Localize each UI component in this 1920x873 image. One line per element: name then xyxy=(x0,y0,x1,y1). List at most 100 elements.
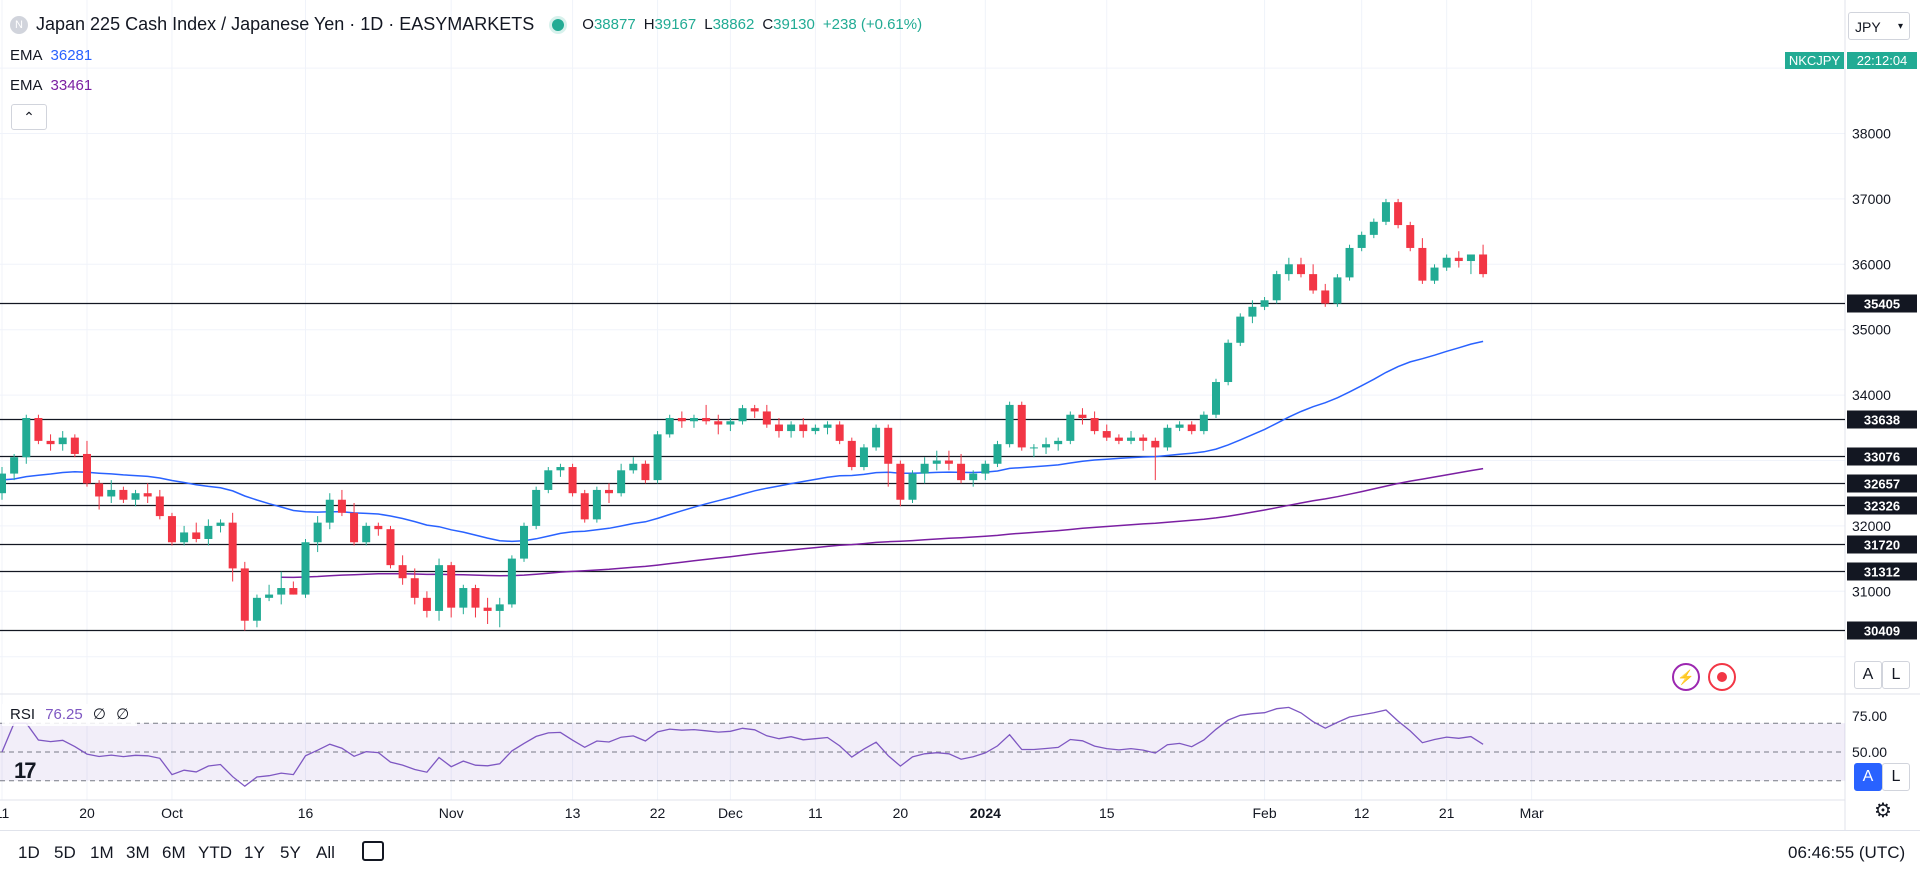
candle-body xyxy=(1345,247,1354,278)
candle-body xyxy=(1466,254,1475,262)
candle-body xyxy=(204,525,213,539)
candle-body xyxy=(325,499,334,523)
candle-body xyxy=(689,417,698,422)
candle-body xyxy=(556,467,565,471)
date-range-icon[interactable] xyxy=(362,841,384,861)
candle-body xyxy=(1272,274,1281,301)
candle-body xyxy=(1406,225,1415,248)
price-axis[interactable]: 35405 33638 33076 32657 32326 31720 31312 30409… xyxy=(1847,126,1917,761)
candle-body xyxy=(1017,404,1026,448)
candle-body xyxy=(1224,342,1233,383)
candle-body xyxy=(10,457,19,474)
price-tick-label: 37000 xyxy=(1852,191,1891,207)
candle-body xyxy=(313,522,322,543)
rsi-auto-scale-button[interactable]: A xyxy=(1854,763,1882,791)
candle-body xyxy=(568,467,577,494)
symbol-tag: NKCJPY xyxy=(1785,52,1844,69)
currency-select[interactable]: JPY ▾ xyxy=(1848,12,1910,40)
time-tick-label: 22 xyxy=(650,805,666,821)
candle-body xyxy=(167,516,176,543)
tradingview-logo[interactable]: 17 xyxy=(14,758,37,783)
ema-slow-path xyxy=(281,467,1484,579)
log-scale-button[interactable]: L xyxy=(1882,661,1910,689)
time-tick-label: Dec xyxy=(718,805,743,821)
settings-gear-icon[interactable]: ⚙ xyxy=(1874,800,1892,822)
time-tick-label: Mar xyxy=(1520,805,1544,821)
candle-body xyxy=(993,444,1002,464)
candle-body xyxy=(1296,264,1305,275)
candle-body xyxy=(580,493,589,520)
ema-slow-legend[interactable]: EMA 33461 xyxy=(10,77,93,94)
record-icon[interactable] xyxy=(1708,663,1736,691)
price-tick-label: 36000 xyxy=(1852,256,1891,272)
candle-body xyxy=(459,588,468,608)
chart-legend: N Japan 225 Cash Index / Japanese Yen · … xyxy=(10,14,922,35)
timeframe-5y[interactable]: 5Y xyxy=(280,843,301,862)
candle-body xyxy=(908,473,917,500)
candle-body xyxy=(119,489,128,500)
timeframe-all[interactable]: All xyxy=(316,843,335,862)
candle-body xyxy=(22,417,31,458)
timeframe-1y[interactable]: 1Y xyxy=(244,843,265,862)
chart-title[interactable]: Japan 225 Cash Index / Japanese Yen · 1D… xyxy=(36,14,535,34)
candle-body xyxy=(471,588,480,608)
level-tag xyxy=(1847,621,1917,640)
candle-body xyxy=(265,594,274,598)
rsi-legend[interactable]: RSI 76.25 ∅ ∅ xyxy=(2,704,138,726)
candle-body xyxy=(155,496,164,517)
timeframe-ytd[interactable]: YTD xyxy=(198,843,232,862)
timeframe-5d[interactable]: 5D xyxy=(54,843,76,862)
candle-body xyxy=(46,440,55,445)
price-tick-label: 32000 xyxy=(1852,518,1891,534)
candle-body xyxy=(726,421,735,425)
candle-body xyxy=(1175,424,1184,428)
candle-body xyxy=(605,489,613,494)
auto-scale-button[interactable]: A xyxy=(1854,661,1882,689)
candle-body xyxy=(1102,431,1111,438)
candle-body xyxy=(240,568,249,621)
timeframe-3m[interactable]: 3M xyxy=(126,843,150,862)
candle-body xyxy=(1430,267,1439,281)
time-axis[interactable]: 11 20 Oct 16 Nov 13 22 Dec 11 20 2024 15 Feb 12 21 Mar xyxy=(0,805,1544,821)
candle-body xyxy=(787,424,796,432)
time-tick-label: 21 xyxy=(1439,805,1455,821)
candle-body xyxy=(532,489,541,526)
candle-body xyxy=(507,558,516,605)
candle-body xyxy=(859,447,868,468)
rsi-log-scale-button[interactable]: L xyxy=(1882,763,1910,791)
level-label: 31720 xyxy=(1864,538,1900,553)
candle-body xyxy=(957,463,966,481)
candle-body xyxy=(34,417,43,441)
candle-body xyxy=(1212,382,1220,415)
candle-body xyxy=(835,424,844,441)
level-label: 33076 xyxy=(1864,450,1900,465)
candle-body xyxy=(143,493,152,497)
time-tick-label: 16 xyxy=(298,805,314,821)
timeframe-6m[interactable]: 6M xyxy=(162,843,186,862)
timeframe-1d[interactable]: 1D xyxy=(18,843,40,862)
candle-body xyxy=(1054,440,1063,445)
candle-body xyxy=(750,408,759,412)
level-tag xyxy=(1847,410,1917,429)
candle-body xyxy=(1309,274,1318,291)
candle-body xyxy=(799,424,808,432)
candle-body xyxy=(192,532,201,539)
candle-body xyxy=(592,489,601,520)
candle-body xyxy=(1479,254,1488,275)
level-tag xyxy=(1847,496,1917,515)
collapse-legend-button[interactable]: ⌃ xyxy=(11,104,47,130)
ema-fast-legend[interactable]: EMA 36281 xyxy=(10,47,93,64)
candle-body xyxy=(70,437,79,454)
timeframe-1m[interactable]: 1M xyxy=(90,843,114,862)
candle-body xyxy=(216,522,225,526)
candle-body xyxy=(58,437,67,445)
clock[interactable]: 06:46:55 (UTC) xyxy=(1788,843,1906,862)
lightning-icon[interactable]: ⚡ xyxy=(1672,663,1700,691)
candle-body xyxy=(1151,440,1160,448)
candle-body xyxy=(374,525,383,530)
candle-body xyxy=(520,525,529,559)
timeframe-bar xyxy=(0,830,1920,873)
candle-body xyxy=(1090,417,1099,432)
ema-fast-line xyxy=(1,340,1484,543)
